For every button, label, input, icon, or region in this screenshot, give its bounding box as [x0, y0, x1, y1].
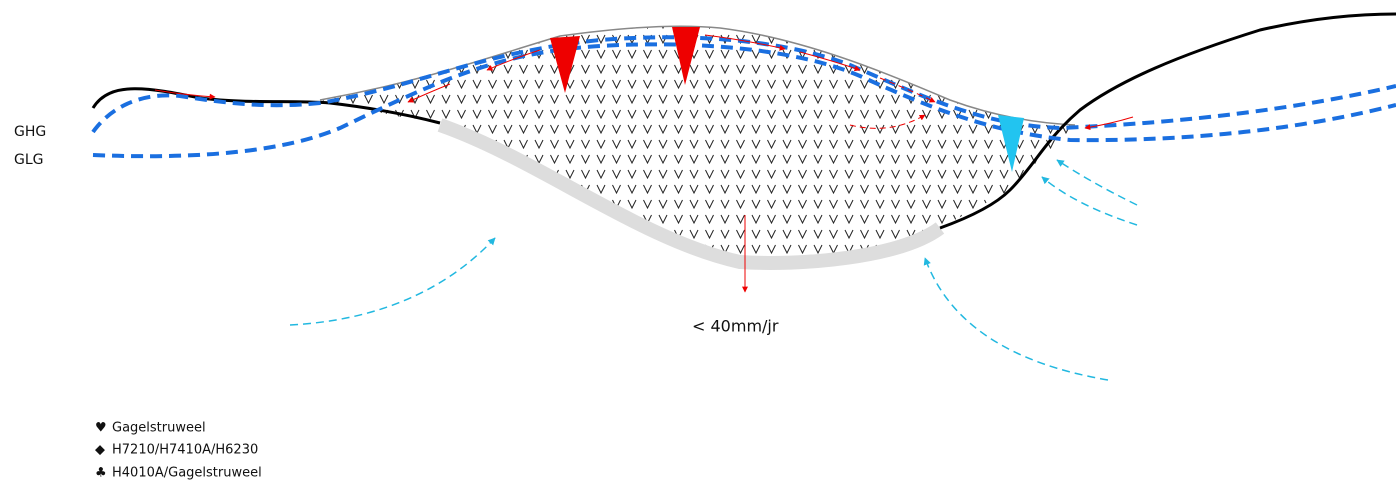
- glg-label: GLG: [14, 152, 44, 168]
- ghg-label: GHG: [14, 124, 46, 140]
- legend-symbol: ♣: [95, 466, 107, 481]
- legend-symbol: ♥: [95, 421, 107, 436]
- legend-text: H7210/H7410A/H6230: [112, 443, 258, 458]
- page: GHG GLG < 40mm/jr ♥ Gagelstruweel ◆ H721…: [0, 0, 1396, 488]
- peat-body: [320, 26, 1075, 263]
- diagram: GHG GLG < 40mm/jr ♥ Gagelstruweel ◆ H721…: [0, 0, 1396, 488]
- legend-text: Gagelstruweel: [112, 421, 206, 436]
- legend-text: H4010A/Gagelstruweel: [112, 466, 262, 481]
- legend: ♥ Gagelstruweel ◆ H7210/H7410A/H6230 ♣ H…: [95, 421, 262, 481]
- percolation-label: < 40mm/jr: [692, 317, 779, 336]
- legend-symbol: ◆: [95, 443, 105, 458]
